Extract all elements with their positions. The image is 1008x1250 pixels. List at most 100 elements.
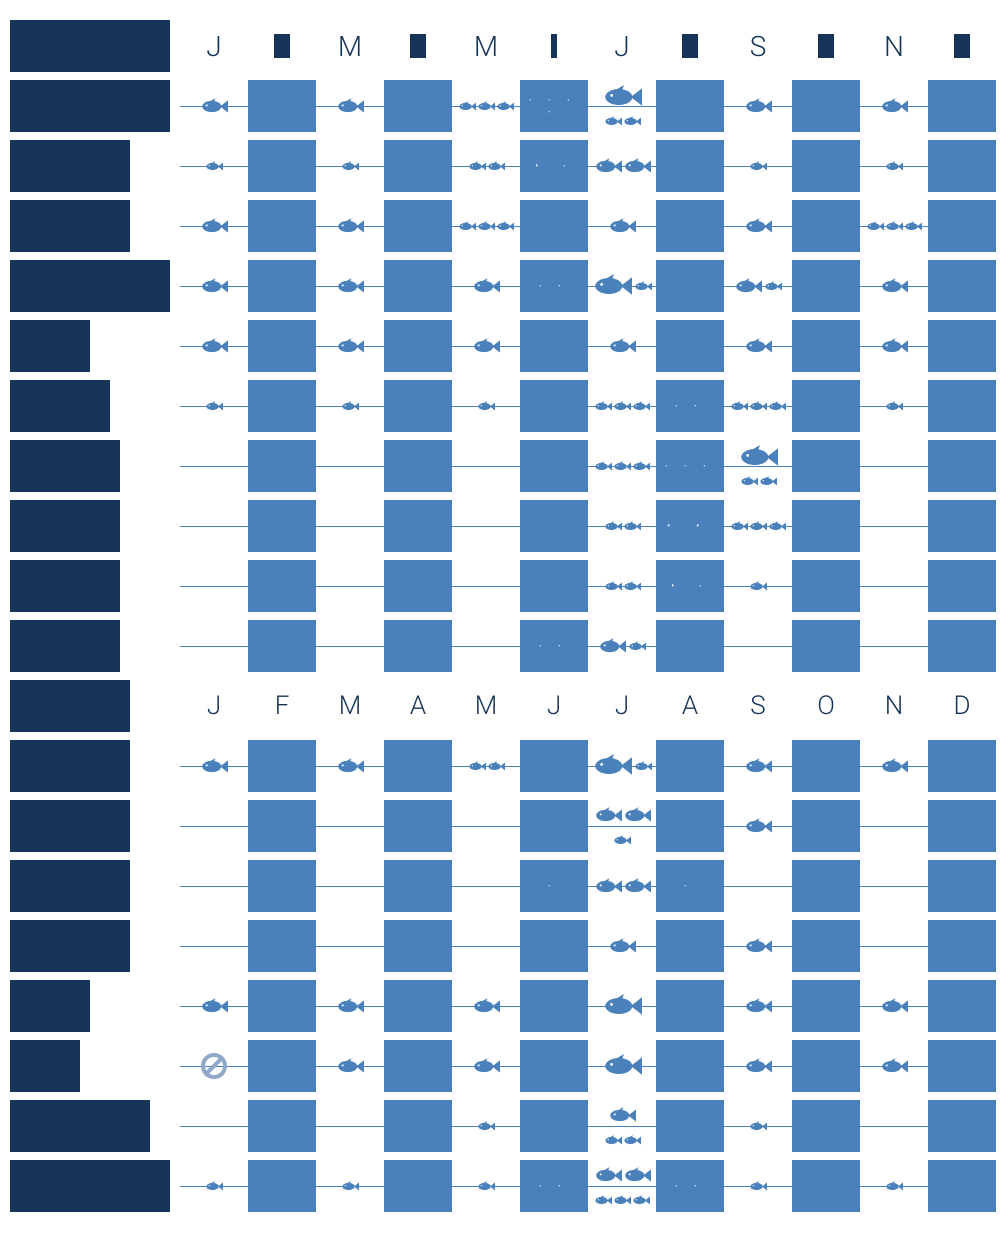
cell-r17-c4 [384,1040,452,1092]
cell-r1-c1 [180,80,248,132]
fish-icon [613,835,631,846]
cell-r5-c9 [724,320,792,372]
month-header-8 [656,20,724,72]
month-header-11: N [860,20,928,72]
cell-r6-c7 [588,380,656,432]
cell-r6-c2 [248,380,316,432]
cell-r14-c1 [180,860,248,912]
cell-r5-c2 [248,320,316,372]
subheader-month-10: O [792,680,860,732]
cell-r9-c9 [724,560,792,612]
fish-icon [880,278,908,295]
cell-r13-c1 [180,800,248,852]
cell-r13-c10 [792,800,860,852]
row-label-1 [10,80,170,132]
cell-r14-c8 [656,860,724,912]
fish-icon [623,521,641,532]
fish-icon [681,461,699,472]
cell-r15-c3 [316,920,384,972]
fish-icon [458,221,476,232]
cell-r5-c1 [180,320,248,372]
fish-icon [468,761,486,772]
cell-r14-c11 [860,860,928,912]
fish-icon [472,998,500,1015]
cell-r16-c2 [248,980,316,1032]
fish-icon [472,278,500,295]
cell-r19-c7 [588,1160,656,1212]
row-label-12 [10,740,130,792]
month-header-7: J [588,20,656,72]
fish-icon [496,101,514,112]
fish-icon [744,998,772,1015]
row-label-17 [10,1040,80,1092]
cell-r3-c6 [520,200,588,252]
fish-icon [885,221,903,232]
cell-r18-c4 [384,1100,452,1152]
fish-icon [700,461,718,472]
cell-r10-c3 [316,620,384,672]
cell-r16-c10 [792,980,860,1032]
month-header-1: J [180,20,248,72]
cell-r5-c4 [384,320,452,372]
cell-r2-c10 [792,140,860,192]
fish-icon [555,281,573,292]
fish-icon [336,218,364,235]
cell-r3-c1 [180,200,248,252]
cell-r2-c8 [656,140,724,192]
fish-icon [200,218,228,235]
month-header-5: M [452,20,520,72]
cell-r16-c8 [656,980,724,1032]
fish-icon [632,1195,650,1206]
fish-icon [691,1181,709,1192]
cell-r3-c11 [860,200,928,252]
cell-r12-c2 [248,740,316,792]
cell-r1-c12 [928,80,996,132]
fish-icon [866,221,884,232]
cell-r10-c7 [588,620,656,672]
cell-r8-c12 [928,500,996,552]
fish-icon [623,807,651,824]
fish-icon [602,994,642,1018]
fish-icon [602,85,642,109]
cell-r9-c6 [520,560,588,612]
month-header-6 [520,20,588,72]
cell-r9-c4 [384,560,452,612]
cell-r13-c9 [724,800,792,852]
subheader-month-12: D [928,680,996,732]
row-label-9 [10,560,120,612]
month-header-9: S [724,20,792,72]
cell-r19-c11 [860,1160,928,1212]
fish-icon [336,98,364,115]
fish-icon [594,401,612,412]
cell-r9-c3 [316,560,384,612]
subheader-month-11: N [860,680,928,732]
cell-r5-c12 [928,320,996,372]
month-header-2 [248,20,316,72]
row-label-18 [10,1100,150,1152]
fish-icon [604,1135,622,1146]
cell-r16-c6 [520,980,588,1032]
cell-r18-c7 [588,1100,656,1152]
cell-r9-c10 [792,560,860,612]
cell-r19-c2 [248,1160,316,1212]
cell-r19-c8 [656,1160,724,1212]
fish-icon [560,161,578,172]
cell-r6-c6 [520,380,588,432]
cell-r18-c6 [520,1100,588,1152]
cell-r15-c8 [656,920,724,972]
month-header-3: M [316,20,384,72]
fish-icon [487,161,505,172]
fish-icon [880,338,908,355]
month-header-4 [384,20,452,72]
cell-r14-c3 [316,860,384,912]
fish-icon [691,401,709,412]
cell-r9-c1 [180,560,248,612]
fish-icon [496,221,514,232]
cell-r2-c1 [180,140,248,192]
fish-icon [880,998,908,1015]
cell-r6-c10 [792,380,860,432]
fish-icon [730,401,748,412]
fish-icon [744,1058,772,1075]
cell-r10-c2 [248,620,316,672]
fish-icon [749,1181,767,1192]
